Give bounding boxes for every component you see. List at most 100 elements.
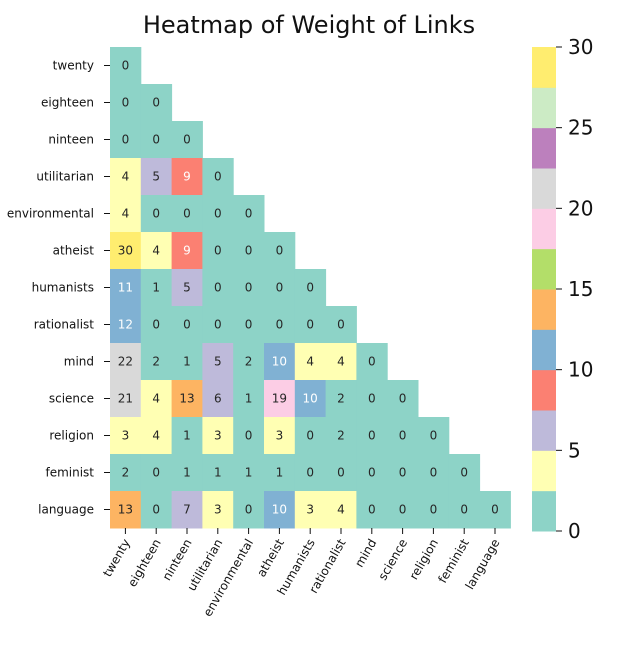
cell-value-label: 11 <box>118 281 133 295</box>
cell-value-label: 1 <box>276 466 284 480</box>
heatmap-cell <box>140 491 173 529</box>
cell-value-label: 5 <box>183 281 191 295</box>
heatmap-cell <box>110 158 142 196</box>
cell-value-label: 7 <box>183 503 191 517</box>
heatmap-cell <box>233 232 265 270</box>
heatmap-cell <box>418 417 450 455</box>
cell-value-label: 0 <box>430 429 438 443</box>
heatmap-cell <box>448 491 481 529</box>
cell-value-label: 10 <box>272 355 287 369</box>
heatmap-cell <box>110 232 142 270</box>
heatmap-cell <box>202 306 234 344</box>
cell-value-label: 22 <box>118 355 133 369</box>
cell-value-label: 4 <box>152 244 160 258</box>
heatmap-cell <box>110 306 142 344</box>
heatmap-cell <box>140 269 173 307</box>
cell-value-label: 0 <box>337 466 345 480</box>
cell-value-label: 0 <box>245 503 253 517</box>
heatmap-cell <box>294 306 327 344</box>
cell-value-label: 2 <box>245 355 253 369</box>
colorbar: 0 5 10 15 20 25 30 <box>532 35 593 543</box>
colorbar-tick-label: 5 <box>568 438 581 462</box>
row-label: eighteen <box>41 96 94 110</box>
cell-value-label: 0 <box>122 96 130 110</box>
cell-value-label: 3 <box>306 503 314 517</box>
row-label: atheist <box>53 244 95 258</box>
cell-value-label: 0 <box>368 429 376 443</box>
cell-value-label: 2 <box>122 466 130 480</box>
heatmap-cell <box>325 343 357 381</box>
heatmap-cell <box>325 417 357 455</box>
colorbar-tick-label: 20 <box>568 196 593 220</box>
colorbar-segment <box>532 369 556 411</box>
colorbar-tick-label: 10 <box>568 358 593 382</box>
heatmap-cell <box>479 491 511 529</box>
column-label: religion <box>407 537 441 583</box>
row-label: humanists <box>32 281 94 295</box>
cell-value-label: 0 <box>306 281 314 295</box>
heatmap-cell <box>171 158 203 196</box>
heatmap-cell <box>325 380 357 418</box>
heatmap-cell <box>171 454 203 492</box>
heatmap-cell <box>110 491 142 529</box>
heatmap-cell <box>140 417 173 455</box>
cell-value-label: 1 <box>183 355 191 369</box>
heatmap-cell <box>202 417 234 455</box>
heatmap-cell <box>325 491 357 529</box>
heatmap-cell <box>294 380 327 418</box>
cell-value-label: 0 <box>183 318 191 332</box>
cell-value-label: 12 <box>118 318 133 332</box>
cell-value-label: 0 <box>399 503 407 517</box>
heatmap-cell <box>233 195 265 233</box>
cell-value-label: 1 <box>183 429 191 443</box>
colorbar-tick-label: 15 <box>568 277 593 301</box>
heatmap-cell <box>171 306 203 344</box>
cell-value-label: 4 <box>152 392 160 406</box>
heatmap-cell <box>294 491 327 529</box>
cell-value-label: 0 <box>152 318 160 332</box>
heatmap-cell <box>140 158 173 196</box>
cell-value-label: 0 <box>399 466 407 480</box>
heatmap-cell <box>140 195 173 233</box>
heatmap-cell <box>140 84 173 122</box>
heatmap-cell <box>233 454 265 492</box>
heatmap-cell <box>202 454 234 492</box>
heatmap-cell <box>202 232 234 270</box>
heatmap-cell <box>110 417 142 455</box>
row-labels: twenty eighteen ninteen utilitarian environm… <box>7 59 110 517</box>
heatmap-cell <box>418 454 450 492</box>
cell-value-label: 4 <box>337 503 345 517</box>
heatmap-cell <box>110 269 142 307</box>
cell-value-label: 0 <box>368 392 376 406</box>
cell-value-label: 0 <box>214 244 222 258</box>
cell-value-label: 6 <box>214 392 222 406</box>
heatmap-cell <box>356 417 388 455</box>
cell-value-label: 19 <box>272 392 287 406</box>
heatmap-cell <box>294 269 327 307</box>
cell-value-label: 1 <box>245 392 253 406</box>
cell-value-label: 0 <box>245 207 253 221</box>
heatmap-cell <box>356 454 388 492</box>
cell-value-label: 2 <box>337 429 345 443</box>
heatmap-cell <box>233 343 265 381</box>
colorbar-segment <box>532 208 556 250</box>
heatmap-cell <box>387 417 419 455</box>
heatmap-cell <box>171 343 203 381</box>
cell-value-label: 0 <box>122 133 130 147</box>
row-label: religion <box>49 429 94 443</box>
cell-value-label: 0 <box>152 466 160 480</box>
heatmap-cell <box>110 380 142 418</box>
heatmap-cell <box>233 306 265 344</box>
cell-value-label: 0 <box>183 207 191 221</box>
row-label: language <box>38 503 94 517</box>
colorbar-tick-label: 25 <box>568 116 593 140</box>
heatmap-cell <box>264 454 296 492</box>
heatmap-cell <box>110 47 142 85</box>
cell-value-label: 4 <box>306 355 314 369</box>
row-label: ninteen <box>48 133 94 147</box>
cell-value-label: 13 <box>118 503 133 517</box>
heatmap-cell <box>140 232 173 270</box>
cell-value-label: 0 <box>460 466 468 480</box>
heatmap-cell <box>171 195 203 233</box>
heatmap-cell <box>264 491 296 529</box>
